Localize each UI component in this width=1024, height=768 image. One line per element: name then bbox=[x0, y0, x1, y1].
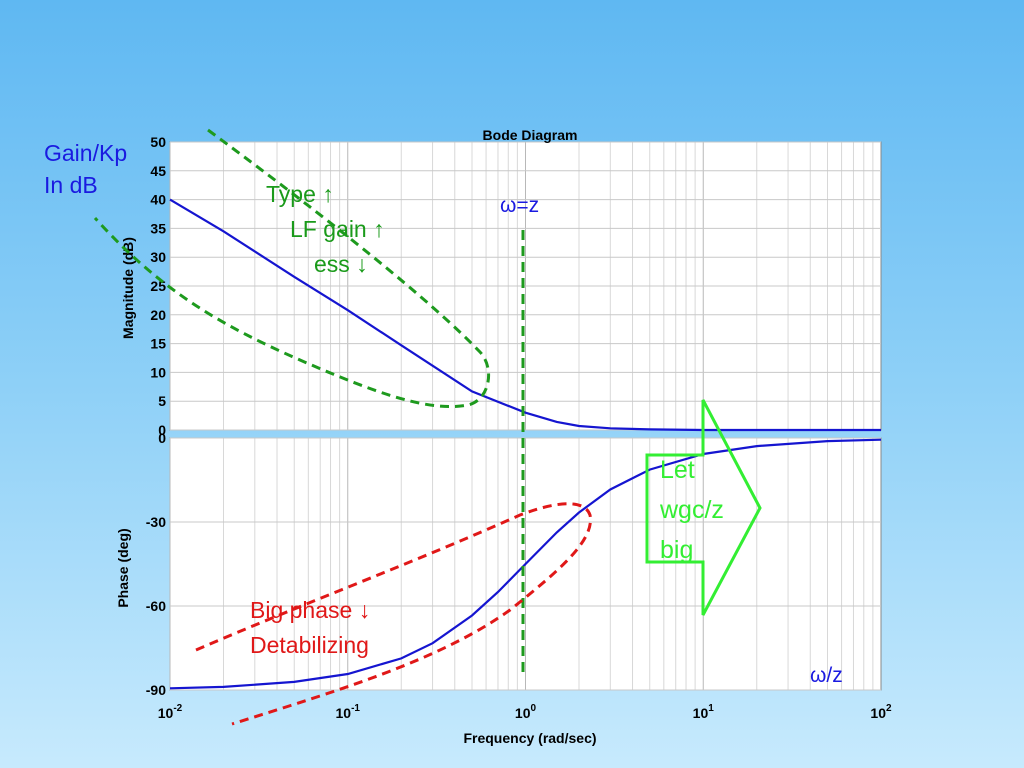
x-tick-label: 10-2 bbox=[158, 703, 183, 721]
y-tick-label: -30 bbox=[146, 514, 166, 530]
y-tick-label: 45 bbox=[150, 163, 166, 179]
y-tick-label: 35 bbox=[150, 220, 166, 236]
series-line-magnitude bbox=[169, 198, 881, 432]
lf-gain-label: LF gain ↑ bbox=[290, 216, 385, 242]
y-tick-label: 25 bbox=[150, 278, 166, 294]
detabilizing-label: Detabilizing bbox=[250, 632, 369, 658]
annotations bbox=[93, 128, 762, 726]
big-label: big bbox=[660, 536, 693, 564]
x-tick-label: 101 bbox=[693, 703, 715, 721]
let-label: Let bbox=[660, 456, 695, 484]
y-tick-label: 5 bbox=[158, 393, 166, 409]
in-db-label: In dB bbox=[44, 172, 98, 198]
omega-over-z-label: ω/z bbox=[810, 664, 843, 687]
annotation-labels: Gain/Kp In dB Type ↑ LF gain ↑ ess ↓ ω=z… bbox=[44, 140, 843, 687]
phase-axis-label: Phase (deg) bbox=[115, 528, 131, 607]
y-tick-label: 50 bbox=[150, 134, 166, 150]
axis-ticks: 0 5 10 15 20 25 30 35 40 45 50 0 -30 -60 -90 10-2 10-1 10… bbox=[146, 134, 892, 721]
x-tick-label: 100 bbox=[515, 703, 537, 721]
y-tick-label: 15 bbox=[150, 336, 166, 352]
ess-label: ess ↓ bbox=[314, 251, 368, 277]
phase-dashed-curve bbox=[195, 502, 592, 726]
chart-title: Bode Diagram bbox=[483, 127, 578, 143]
y-tick-label: 0 bbox=[158, 422, 166, 438]
series-layer bbox=[169, 198, 882, 690]
y-tick-label: 0 bbox=[158, 430, 166, 446]
omega-z-label: ω=z bbox=[500, 194, 539, 217]
x-tick-label: 102 bbox=[870, 703, 892, 721]
big-phase-label: Big phase ↓ bbox=[250, 597, 370, 623]
x-tick-label: 10-1 bbox=[336, 703, 361, 721]
magnitude-axis-label: Magnitude (dB) bbox=[120, 237, 136, 339]
type-label: Type ↑ bbox=[266, 181, 334, 207]
y-tick-label: -60 bbox=[146, 598, 166, 614]
series-line-phase bbox=[169, 438, 882, 690]
y-tick-label: 30 bbox=[150, 249, 166, 265]
let-arrow-shape bbox=[645, 399, 762, 616]
wgc-z-label: wgc/z bbox=[659, 496, 724, 524]
gain-kp-label: Gain/Kp bbox=[44, 140, 127, 166]
y-tick-label: 20 bbox=[150, 307, 166, 323]
y-tick-label: 10 bbox=[150, 364, 166, 380]
y-tick-label: -90 bbox=[146, 682, 166, 698]
grid bbox=[169, 141, 881, 691]
x-axis-label: Frequency (rad/sec) bbox=[463, 730, 596, 746]
y-tick-label: 40 bbox=[150, 192, 166, 208]
lf-gain-dashed-curve bbox=[93, 128, 490, 409]
